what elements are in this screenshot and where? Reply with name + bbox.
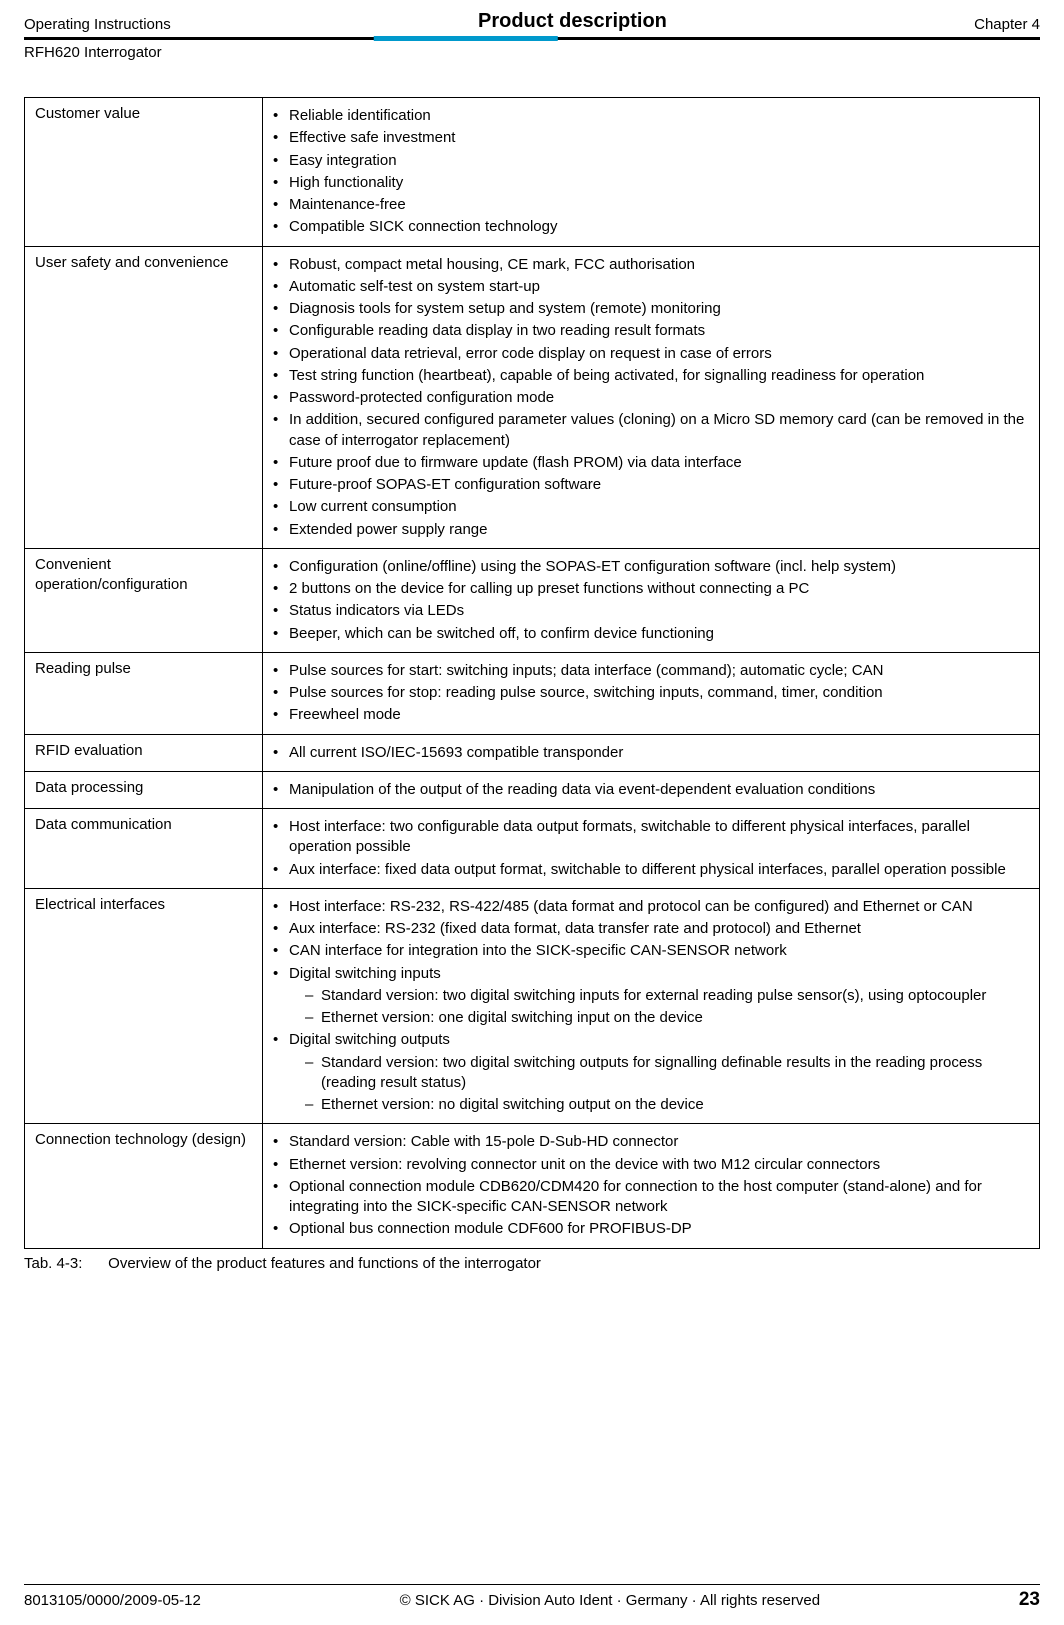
bullet-item: All current ISO/IEC-15693 compatible tra… (273, 743, 1031, 763)
table-row: Data processing Manipulation of the outpu… (25, 771, 1040, 808)
bullet-item: Freewheel mode (273, 705, 1031, 725)
header-rule (24, 37, 1040, 40)
bullet-item: Optional connection module CDB620/CDM420… (273, 1177, 1031, 1218)
bullet-list: Host interface: RS-232, RS-422/485 (data… (273, 897, 1031, 1116)
bullet-item: Aux interface: fixed data output format,… (273, 860, 1031, 880)
bullet-item: Pulse sources for stop: reading pulse so… (273, 683, 1031, 703)
bullet-list: Host interface: two configurable data ou… (273, 817, 1031, 880)
bullet-list: All current ISO/IEC-15693 compatible tra… (273, 743, 1031, 763)
row-label: Data processing (25, 771, 263, 808)
bullet-item: Digital switching outputsStandard versio… (273, 1030, 1031, 1115)
header-accent-bar (374, 36, 558, 41)
header-section-title: Product description (171, 10, 974, 33)
bullet-item: Low current consumption (273, 497, 1031, 517)
bullet-item: Easy integration (273, 151, 1031, 171)
row-value: Manipulation of the output of the readin… (263, 771, 1040, 808)
sub-list: Standard version: two digital switching … (305, 1053, 1031, 1116)
row-label: Connection technology (design) (25, 1124, 263, 1248)
bullet-item: Effective safe investment (273, 128, 1031, 148)
bullet-item: Compatible SICK connection technology (273, 217, 1031, 237)
bullet-item: Extended power supply range (273, 520, 1031, 540)
sub-item: Ethernet version: one digital switching … (305, 1008, 1031, 1028)
content-area: Customer valueReliable identificationEff… (0, 61, 1064, 1272)
bullet-item: Aux interface: RS-232 (fixed data format… (273, 919, 1031, 939)
bullet-list: Manipulation of the output of the readin… (273, 780, 1031, 800)
table-row: Data communicationHost interface: two co… (25, 809, 1040, 889)
page-footer: 8013105/0000/2009-05-12 © SICK AG · Divi… (24, 1584, 1040, 1612)
row-value: Host interface: two configurable data ou… (263, 809, 1040, 889)
header-product: RFH620 Interrogator (0, 40, 1064, 61)
table-row: Convenient operation/configuration Config… (25, 548, 1040, 652)
bullet-item: In addition, secured configured paramete… (273, 410, 1031, 451)
row-value: Standard version: Cable with 15-pole D-S… (263, 1124, 1040, 1248)
bullet-item: CAN interface for integration into the S… (273, 941, 1031, 961)
table-row: Customer valueReliable identificationEff… (25, 98, 1040, 247)
bullet-item: Automatic self-test on system start-up (273, 277, 1031, 297)
bullet-list: Configuration (online/offline) using the… (273, 557, 1031, 644)
sub-item: Standard version: two digital switching … (305, 1053, 1031, 1094)
bullet-item: Operational data retrieval, error code d… (273, 344, 1031, 364)
sub-list: Standard version: two digital switching … (305, 986, 1031, 1029)
bullet-item: Configuration (online/offline) using the… (273, 557, 1031, 577)
row-label: Electrical interfaces (25, 888, 263, 1124)
row-value: Reliable identificationEffective safe in… (263, 98, 1040, 247)
bullet-item: 2 buttons on the device for calling up p… (273, 579, 1031, 599)
row-value: Configuration (online/offline) using the… (263, 548, 1040, 652)
row-label: User safety and convenience (25, 246, 263, 548)
bullet-item: Optional bus connection module CDF600 fo… (273, 1219, 1031, 1239)
bullet-item: Maintenance-free (273, 195, 1031, 215)
caption-label: Tab. 4-3: (24, 1255, 104, 1272)
footer-copyright: © SICK AG · Division Auto Ident · German… (201, 1592, 1019, 1609)
footer-rule (24, 1584, 1040, 1586)
table-row: Connection technology (design) Standard v… (25, 1124, 1040, 1248)
bullet-item: Configurable reading data display in two… (273, 321, 1031, 341)
bullet-item: Robust, compact metal housing, CE mark, … (273, 255, 1031, 275)
bullet-item: Test string function (heartbeat), capabl… (273, 366, 1031, 386)
bullet-list: Pulse sources for start: switching input… (273, 661, 1031, 726)
bullet-item: Password-protected configuration mode (273, 388, 1031, 408)
table-caption: Tab. 4-3: Overview of the product featur… (24, 1249, 1040, 1272)
bullet-item: Future-proof SOPAS-ET configuration soft… (273, 475, 1031, 495)
page-header: Operating Instructions Product descripti… (0, 0, 1064, 33)
bullet-list: Standard version: Cable with 15-pole D-S… (273, 1132, 1031, 1239)
bullet-list: Robust, compact metal housing, CE mark, … (273, 255, 1031, 540)
bullet-item: Digital switching inputsStandard version… (273, 964, 1031, 1029)
table-row: Electrical interfaces Host interface: RS-… (25, 888, 1040, 1124)
bullet-item: Diagnosis tools for system setup and sys… (273, 299, 1031, 319)
caption-text: Overview of the product features and fun… (108, 1255, 541, 1272)
row-label: Convenient operation/configuration (25, 548, 263, 652)
bullet-item: Status indicators via LEDs (273, 601, 1031, 621)
table-row: RFID evaluation All current ISO/IEC-15693… (25, 734, 1040, 771)
bullet-item: Standard version: Cable with 15-pole D-S… (273, 1132, 1031, 1152)
footer-page-number: 23 (1019, 1589, 1040, 1611)
sub-item: Ethernet version: no digital switching o… (305, 1095, 1031, 1115)
row-label: Data communication (25, 809, 263, 889)
bullet-list: Reliable identificationEffective safe in… (273, 106, 1031, 238)
row-value: Robust, compact metal housing, CE mark, … (263, 246, 1040, 548)
row-label: RFID evaluation (25, 734, 263, 771)
header-doc-type: Operating Instructions (24, 16, 171, 33)
bullet-item: Host interface: two configurable data ou… (273, 817, 1031, 858)
footer-docid: 8013105/0000/2009-05-12 (24, 1592, 201, 1609)
bullet-item: Reliable identification (273, 106, 1031, 126)
bullet-item: Host interface: RS-232, RS-422/485 (data… (273, 897, 1031, 917)
table-row: User safety and convenience Robust, compa… (25, 246, 1040, 548)
header-chapter: Chapter 4 (974, 16, 1040, 33)
bullet-item: Ethernet version: revolving connector un… (273, 1155, 1031, 1175)
bullet-item: Manipulation of the output of the readin… (273, 780, 1031, 800)
bullet-item: Pulse sources for start: switching input… (273, 661, 1031, 681)
features-table: Customer valueReliable identificationEff… (24, 97, 1040, 1249)
sub-item: Standard version: two digital switching … (305, 986, 1031, 1006)
row-value: Pulse sources for start: switching input… (263, 652, 1040, 734)
row-label: Reading pulse (25, 652, 263, 734)
row-label: Customer value (25, 98, 263, 247)
row-value: All current ISO/IEC-15693 compatible tra… (263, 734, 1040, 771)
table-row: Reading pulse Pulse sources for start: sw… (25, 652, 1040, 734)
bullet-item: High functionality (273, 173, 1031, 193)
bullet-item: Future proof due to firmware update (fla… (273, 453, 1031, 473)
row-value: Host interface: RS-232, RS-422/485 (data… (263, 888, 1040, 1124)
bullet-item: Beeper, which can be switched off, to co… (273, 624, 1031, 644)
